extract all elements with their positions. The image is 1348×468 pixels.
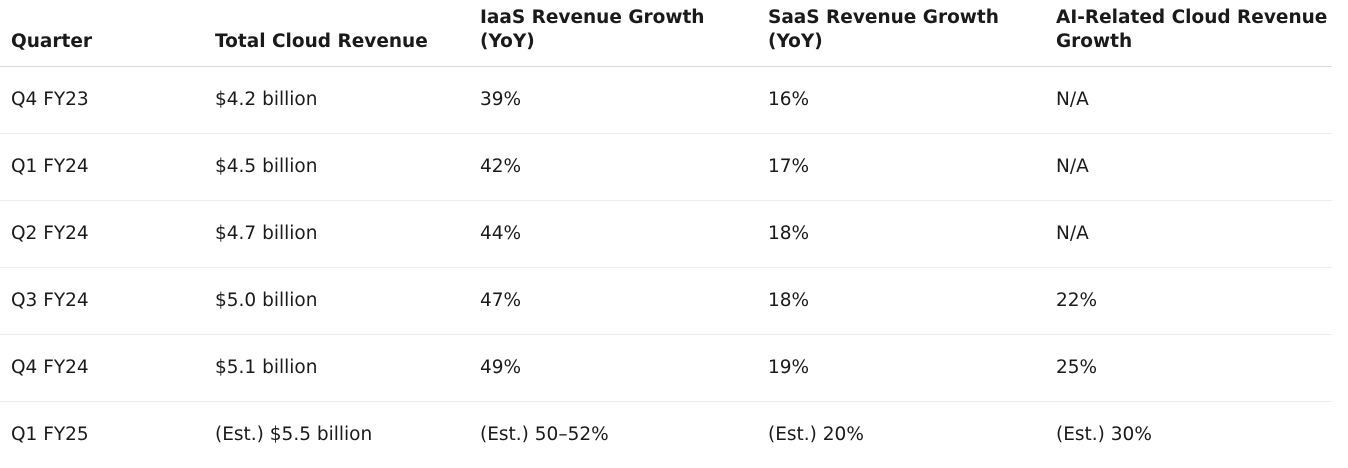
cell-quarter: Q2 FY24 <box>0 201 204 268</box>
cell-iaas-growth: (Est.) 50–52% <box>469 402 757 468</box>
cell-quarter: Q3 FY24 <box>0 268 204 335</box>
cell-saas-growth: 19% <box>757 335 1045 402</box>
header-row: Quarter Total Cloud Revenue IaaS Revenue… <box>0 0 1332 67</box>
header-saas-revenue-growth: SaaS Revenue Growth (YoY) <box>757 0 1045 67</box>
cell-total-cloud-revenue: $5.0 billion <box>204 268 469 335</box>
cell-iaas-growth: 39% <box>469 67 757 134</box>
cell-quarter: Q4 FY24 <box>0 335 204 402</box>
cell-total-cloud-revenue: $4.2 billion <box>204 67 469 134</box>
cell-total-cloud-revenue: $4.5 billion <box>204 134 469 201</box>
table-row: Q2 FY24 $4.7 billion 44% 18% N/A <box>0 201 1332 268</box>
cell-iaas-growth: 47% <box>469 268 757 335</box>
cell-ai-cloud-growth: N/A <box>1045 67 1332 134</box>
header-ai-cloud-revenue-growth: AI-Related Cloud Revenue Growth <box>1045 0 1332 67</box>
cell-ai-cloud-growth: (Est.) 30% <box>1045 402 1332 468</box>
cell-saas-growth: 18% <box>757 268 1045 335</box>
cell-saas-growth: 16% <box>757 67 1045 134</box>
header-total-cloud-revenue: Total Cloud Revenue <box>204 0 469 67</box>
cell-saas-growth: (Est.) 20% <box>757 402 1045 468</box>
cell-total-cloud-revenue: (Est.) $5.5 billion <box>204 402 469 468</box>
cell-ai-cloud-growth: N/A <box>1045 201 1332 268</box>
cell-iaas-growth: 49% <box>469 335 757 402</box>
table-header: Quarter Total Cloud Revenue IaaS Revenue… <box>0 0 1332 67</box>
cell-total-cloud-revenue: $4.7 billion <box>204 201 469 268</box>
header-iaas-revenue-growth: IaaS Revenue Growth (YoY) <box>469 0 757 67</box>
cell-ai-cloud-growth: 22% <box>1045 268 1332 335</box>
cell-saas-growth: 18% <box>757 201 1045 268</box>
cell-total-cloud-revenue: $5.1 billion <box>204 335 469 402</box>
header-quarter: Quarter <box>0 0 204 67</box>
cell-saas-growth: 17% <box>757 134 1045 201</box>
table-row: Q3 FY24 $5.0 billion 47% 18% 22% <box>0 268 1332 335</box>
cell-iaas-growth: 44% <box>469 201 757 268</box>
table-row: Q4 FY24 $5.1 billion 49% 19% 25% <box>0 335 1332 402</box>
cell-quarter: Q1 FY25 <box>0 402 204 468</box>
cell-quarter: Q1 FY24 <box>0 134 204 201</box>
table-row: Q1 FY24 $4.5 billion 42% 17% N/A <box>0 134 1332 201</box>
cell-ai-cloud-growth: 25% <box>1045 335 1332 402</box>
cell-quarter: Q4 FY23 <box>0 67 204 134</box>
cell-iaas-growth: 42% <box>469 134 757 201</box>
cell-ai-cloud-growth: N/A <box>1045 134 1332 201</box>
table-row: Q1 FY25 (Est.) $5.5 billion (Est.) 50–52… <box>0 402 1332 468</box>
table-row: Q4 FY23 $4.2 billion 39% 16% N/A <box>0 67 1332 134</box>
table-body: Q4 FY23 $4.2 billion 39% 16% N/A Q1 FY24… <box>0 67 1332 468</box>
